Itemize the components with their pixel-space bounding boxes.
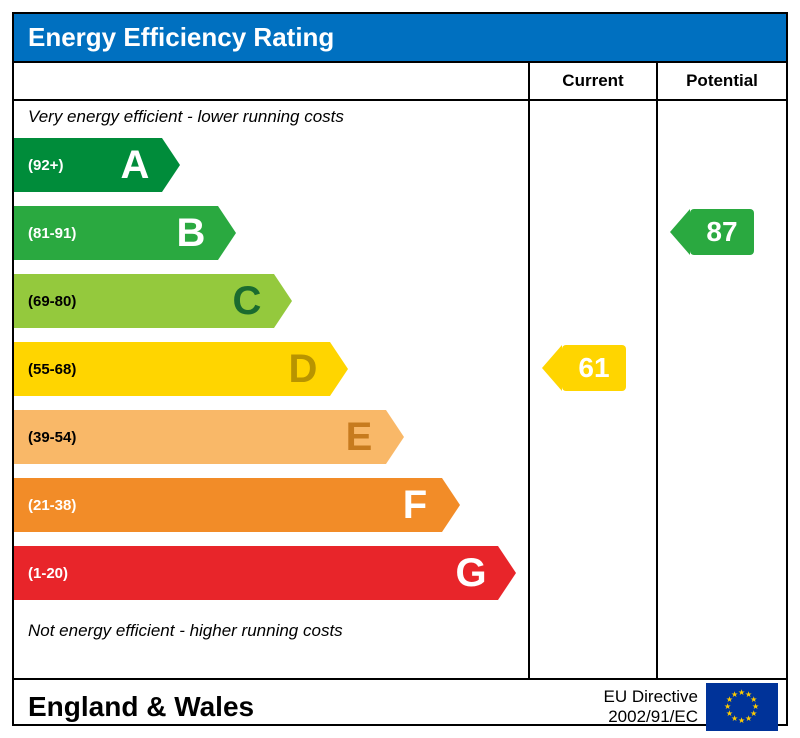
band-letter-f: F xyxy=(388,478,442,532)
current-rating-pointer-arrow-icon xyxy=(542,345,562,391)
footer-region: England & Wales xyxy=(14,691,604,723)
band-letter-d: D xyxy=(276,342,330,396)
epc-chart-container: Energy Efficiency Rating Very energy eff… xyxy=(12,12,788,726)
band-letter-c: C xyxy=(220,274,274,328)
band-chevron-icon xyxy=(442,478,460,532)
bars-area: (92+) A (81-91) B (69-80) C (55-68) D (39-54) E (2… xyxy=(14,135,528,603)
band-bar-f: (21-38) F xyxy=(14,478,442,532)
directive-text: EU Directive 2002/91/EC xyxy=(604,687,698,728)
directive-line2: 2002/91/EC xyxy=(604,707,698,727)
band-row-a: (92+) A xyxy=(14,135,528,195)
eu-star-icon: ★ xyxy=(731,690,738,699)
band-chevron-icon xyxy=(386,410,404,464)
band-bar-b: (81-91) B xyxy=(14,206,218,260)
title-bar: Energy Efficiency Rating xyxy=(14,14,786,63)
footer-row: England & Wales EU Directive 2002/91/EC … xyxy=(14,678,786,734)
band-row-c: (69-80) C xyxy=(14,271,528,331)
top-caption: Very energy efficient - lower running co… xyxy=(14,101,528,135)
band-row-f: (21-38) F xyxy=(14,475,528,535)
band-row-e: (39-54) E xyxy=(14,407,528,467)
band-letter-b: B xyxy=(164,206,218,260)
band-range-d: (55-68) xyxy=(28,361,76,378)
band-bar-a: (92+) A xyxy=(14,138,162,192)
band-row-g: (1-20) G xyxy=(14,543,528,603)
band-range-e: (39-54) xyxy=(28,429,76,446)
chart-title: Energy Efficiency Rating xyxy=(28,22,334,52)
band-bar-g: (1-20) G xyxy=(14,546,498,600)
band-bar-c: (69-80) C xyxy=(14,274,274,328)
band-bar-d: (55-68) D xyxy=(14,342,330,396)
band-chevron-icon xyxy=(162,138,180,192)
eu-flag-icon: ★★★★★★★★★★★★ xyxy=(706,683,778,731)
band-range-f: (21-38) xyxy=(28,497,76,514)
current-header: Current xyxy=(530,63,658,101)
band-row-b: (81-91) B xyxy=(14,203,528,263)
band-letter-e: E xyxy=(332,410,386,464)
eu-star-icon: ★ xyxy=(745,714,752,723)
band-chevron-icon xyxy=(498,546,516,600)
band-row-d: (55-68) D xyxy=(14,339,528,399)
directive-line1: EU Directive xyxy=(604,687,698,707)
current-column: Current 61 xyxy=(530,63,658,678)
band-range-a: (92+) xyxy=(28,157,63,174)
band-range-c: (69-80) xyxy=(28,293,76,310)
eu-stars: ★★★★★★★★★★★★ xyxy=(724,689,760,725)
band-chevron-icon xyxy=(218,206,236,260)
main-area: Very energy efficient - lower running co… xyxy=(14,63,786,678)
current-rating-pointer: 61 xyxy=(562,345,626,391)
band-chevron-icon xyxy=(274,274,292,328)
band-chevron-icon xyxy=(330,342,348,396)
eu-star-icon: ★ xyxy=(738,716,745,725)
header-spacer xyxy=(14,63,528,101)
potential-rating-pointer: 87 xyxy=(690,209,754,255)
potential-header: Potential xyxy=(658,63,786,101)
band-letter-a: A xyxy=(108,138,162,192)
band-letter-g: G xyxy=(444,546,498,600)
bottom-caption: Not energy efficient - higher running co… xyxy=(14,611,528,647)
potential-rating-pointer-arrow-icon xyxy=(670,209,690,255)
band-range-g: (1-20) xyxy=(28,565,68,582)
band-bar-e: (39-54) E xyxy=(14,410,386,464)
bands-column: Very energy efficient - lower running co… xyxy=(14,63,530,678)
footer-right: EU Directive 2002/91/EC ★★★★★★★★★★★★ xyxy=(604,683,786,731)
band-range-b: (81-91) xyxy=(28,225,76,242)
potential-column: Potential 87 xyxy=(658,63,786,678)
